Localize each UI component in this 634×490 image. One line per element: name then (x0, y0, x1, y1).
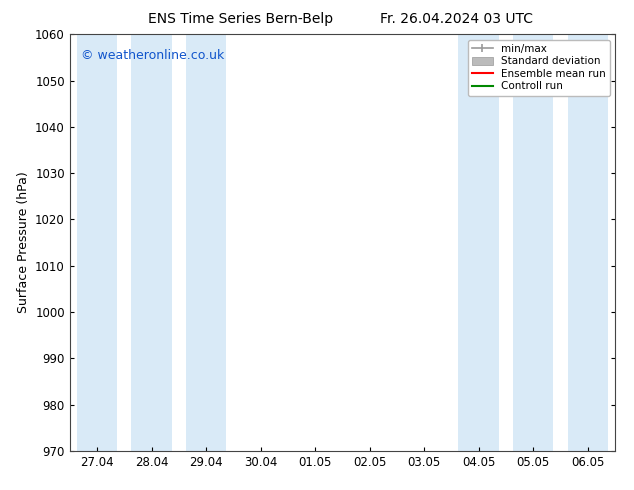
Bar (186, 34, 226, 451)
Bar (77, 34, 117, 451)
Text: Fr. 26.04.2024 03 UTC: Fr. 26.04.2024 03 UTC (380, 12, 533, 26)
Bar (458, 34, 499, 451)
Bar (513, 34, 553, 451)
Bar (131, 34, 172, 451)
Text: ENS Time Series Bern-Belp: ENS Time Series Bern-Belp (148, 12, 333, 26)
Legend: min/max, Standard deviation, Ensemble mean run, Controll run: min/max, Standard deviation, Ensemble me… (467, 40, 610, 96)
Y-axis label: Surface Pressure (hPa): Surface Pressure (hPa) (16, 172, 30, 314)
Text: © weatheronline.co.uk: © weatheronline.co.uk (81, 49, 224, 62)
Bar (567, 34, 608, 451)
